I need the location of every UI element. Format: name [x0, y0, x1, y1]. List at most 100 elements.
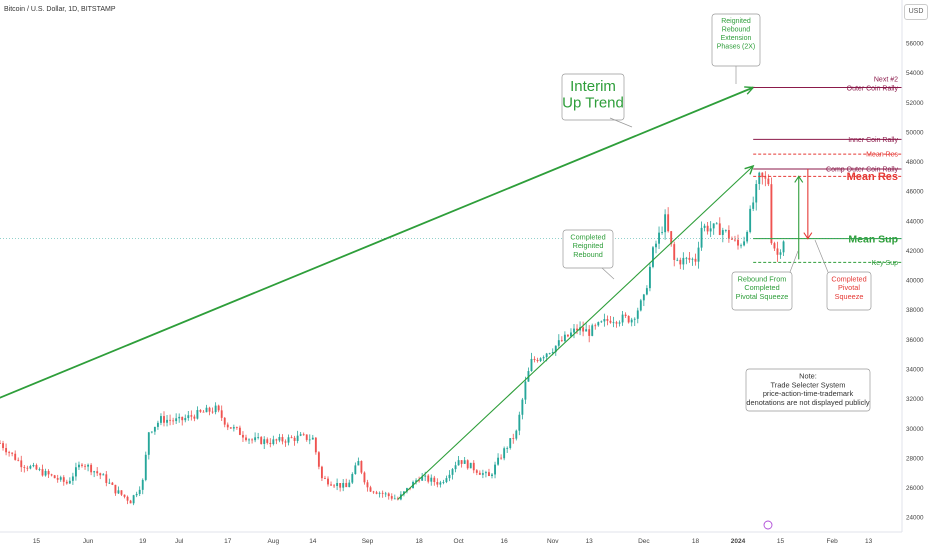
- x-tick-label: 17: [224, 538, 232, 545]
- candle-body: [418, 480, 421, 482]
- candle-body: [393, 498, 396, 500]
- note-label-text: denotations are not displayed publicly: [746, 398, 870, 407]
- candle-body: [463, 460, 466, 464]
- candle-body: [712, 223, 715, 229]
- candle-body: [232, 427, 235, 429]
- candle-body: [445, 478, 448, 483]
- candle-body: [518, 414, 521, 431]
- candle-body: [263, 439, 266, 444]
- candle-body: [126, 496, 129, 501]
- candle-body: [138, 489, 141, 494]
- note-label-text: price-action-time-trademark: [763, 389, 854, 398]
- candle-body: [624, 314, 627, 317]
- candle-body: [521, 399, 524, 415]
- candle-body: [715, 223, 718, 225]
- squeeze-arrow-head: [803, 232, 813, 240]
- currency-label[interactable]: USD: [904, 4, 928, 20]
- rebound-from-label-text: Completed: [744, 283, 779, 292]
- candle-body: [533, 358, 536, 360]
- candle-body: [111, 482, 114, 485]
- candle-body: [296, 435, 299, 441]
- candle-body: [245, 437, 247, 441]
- candle-body: [229, 427, 232, 429]
- candle-body: [178, 416, 181, 419]
- candle-body: [144, 454, 147, 480]
- x-tick-label: 16: [501, 538, 509, 545]
- completed-pivotal-pointer: [814, 239, 829, 273]
- candle-body: [2, 443, 4, 449]
- candle-body: [214, 405, 217, 413]
- candle-body: [542, 357, 545, 359]
- candle-body: [424, 475, 427, 477]
- interim-up-trend-label-text: Up Trend: [562, 95, 624, 112]
- interim-pointer: [609, 117, 633, 128]
- level-label: Mean Res: [847, 171, 898, 183]
- candle-body: [427, 475, 430, 482]
- candle-body: [205, 407, 208, 413]
- candle-body: [721, 230, 724, 235]
- candle-body: [612, 322, 615, 324]
- candle-body: [697, 247, 700, 262]
- candle-body: [448, 474, 451, 479]
- candle-body: [421, 476, 424, 481]
- candle-body: [44, 471, 47, 476]
- candle-body: [709, 228, 712, 232]
- candle-body: [387, 493, 390, 497]
- candle-body: [770, 184, 773, 244]
- candle-body: [588, 329, 591, 336]
- level-label: Next #2: [874, 76, 898, 83]
- candle-body: [333, 485, 336, 487]
- candle-body: [600, 321, 603, 323]
- candle-body: [17, 459, 20, 461]
- candle-body: [248, 439, 250, 441]
- candle-body: [746, 231, 749, 242]
- candle-body: [652, 247, 654, 267]
- candle-body: [81, 464, 83, 466]
- candle-body: [193, 416, 196, 419]
- candle-body: [287, 437, 290, 443]
- candle-body: [390, 496, 393, 499]
- candle-body: [554, 345, 557, 353]
- note-label-text: Note:: [799, 371, 817, 380]
- candle-body: [500, 457, 503, 459]
- candle-body: [220, 410, 223, 418]
- candle-body: [375, 492, 378, 494]
- candle-body: [466, 460, 469, 469]
- candle-body: [658, 232, 660, 244]
- candle-body: [41, 469, 44, 476]
- candle-body: [688, 257, 691, 260]
- candle-body: [147, 432, 150, 455]
- candle-body: [71, 476, 74, 481]
- candle-body: [491, 474, 493, 476]
- candle-body: [563, 334, 566, 342]
- candle-body: [84, 465, 86, 467]
- candle-body: [460, 460, 463, 464]
- completed-reignited-label-text: Rebound: [573, 250, 603, 259]
- candle-body: [609, 320, 612, 323]
- candle-body: [290, 437, 293, 439]
- reignited-label-text: Phases (2X): [717, 44, 756, 51]
- completed-pivotal-label-text: Squeeze: [835, 292, 864, 301]
- candle-body: [497, 457, 500, 465]
- chart-title: Bitcoin / U.S. Dollar, 1D, BITSTAMP: [4, 6, 116, 13]
- x-tick-label: 18: [692, 538, 700, 545]
- level-label: Mean Sup: [848, 233, 898, 245]
- candle-body: [758, 172, 761, 185]
- y-tick-label: 40000: [906, 278, 924, 285]
- candle-body: [451, 469, 454, 475]
- candle-body: [62, 477, 65, 482]
- candle-body: [749, 208, 752, 232]
- candle-body: [132, 495, 135, 504]
- y-tick-label: 54000: [906, 70, 924, 77]
- candle-body: [156, 422, 159, 427]
- candle-body: [737, 239, 739, 246]
- candle-body: [345, 482, 348, 488]
- candle-body: [50, 474, 53, 476]
- candle-body: [284, 441, 287, 443]
- candle-body: [235, 427, 238, 428]
- candle-body: [114, 484, 117, 494]
- candle-body: [615, 322, 618, 324]
- candle-body: [20, 460, 23, 468]
